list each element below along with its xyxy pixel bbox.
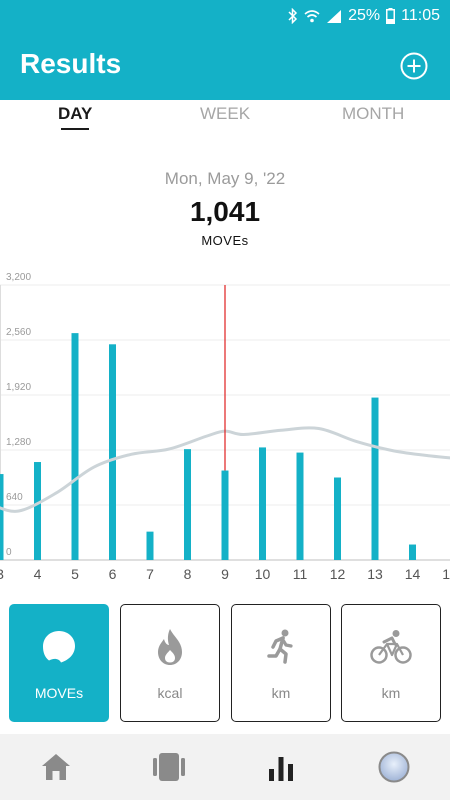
selected-date: Mon, May 9, '22 [164,169,286,188]
device-icon [153,753,185,781]
app-header: 25% 11:05 Results [0,0,450,100]
x-tick-label: 3 [0,566,4,582]
x-tick-label: 11 [293,566,308,582]
chart-bar [296,452,304,560]
nav-results-button[interactable] [264,750,298,784]
status-bar: 25% 11:05 [288,4,440,28]
chart-bar [334,477,341,560]
chart-bar [371,397,379,560]
chart-bar [221,470,229,560]
page-title: Results [20,48,122,79]
flame-icon [158,629,182,665]
x-tick-label: 12 [330,566,346,582]
home-icon [42,754,70,780]
x-tick-label: 8 [184,566,192,582]
y-tick-label: 3,200 [6,272,31,283]
moves-icon [43,631,75,663]
y-tick-label: 1,920 [6,382,31,393]
period-tabs: DAY WEEK MONTH [0,100,450,142]
battery-percent: 25% [348,7,381,24]
x-tick-label: 14 [405,566,421,582]
chart-bar [34,462,41,560]
metric-bike-km-label: km [381,685,401,701]
x-tick-label: 4 [34,566,42,582]
x-tick-label: 5 [71,566,79,582]
chart-bar [146,531,154,560]
nav-device-button[interactable] [152,750,186,784]
signal-icon [327,10,342,23]
nav-home-button[interactable] [39,750,73,784]
x-tick-label: 7 [146,566,154,582]
x-tick-label: 15 [442,566,450,582]
nav-profile-button[interactable] [377,750,411,784]
metric-moves-button[interactable]: MOVEs [9,604,109,722]
y-tick-label: 640 [6,492,23,503]
bottom-nav [0,734,450,800]
metric-moves-label: MOVEs [34,685,84,701]
x-tick-label: 10 [255,566,271,582]
bar-chart-icon [269,757,293,781]
x-tick-label: 9 [221,566,229,582]
metric-walk-km-button[interactable]: km [231,604,331,722]
battery-icon [386,8,396,24]
active-tab-indicator [61,128,89,130]
metric-walk-km-label: km [271,685,291,701]
y-tick-label: 1,280 [6,437,31,448]
x-tick-label: 13 [367,566,383,582]
tab-week[interactable]: WEEK [200,104,251,123]
y-tick-label: 2,560 [6,327,31,338]
x-tick-label: 6 [109,566,117,582]
chart-bar [409,544,416,560]
chart-bar [71,333,79,560]
tab-month[interactable]: MONTH [342,104,405,123]
tab-day[interactable]: DAY [58,104,93,123]
metric-selector: MOVEs kcal km [0,604,450,724]
profile-icon [378,751,410,783]
y-tick-label: 0 [6,547,12,558]
chart-bar [184,449,191,560]
chart-bar [0,474,4,560]
selected-value: 1,041 [189,196,261,227]
chart-bar [109,344,116,560]
runner-icon [267,629,293,664]
status-time: 11:05 [401,7,440,24]
bicycle-icon [370,630,412,664]
metric-kcal-label: kcal [157,685,183,701]
wifi-icon [304,10,320,23]
selected-unit: MOVEs [201,233,249,248]
metric-bike-km-button[interactable]: km [341,604,441,722]
add-circle-icon[interactable] [400,52,428,80]
metric-kcal-button[interactable]: kcal [120,604,220,722]
chart-bar [259,447,266,560]
activity-chart[interactable]: 0 640 1,280 1,920 2,560 3,200 3 4 5 6 7 8 9 10 11 12 13 1… [0,268,450,586]
bluetooth-icon [288,8,298,24]
